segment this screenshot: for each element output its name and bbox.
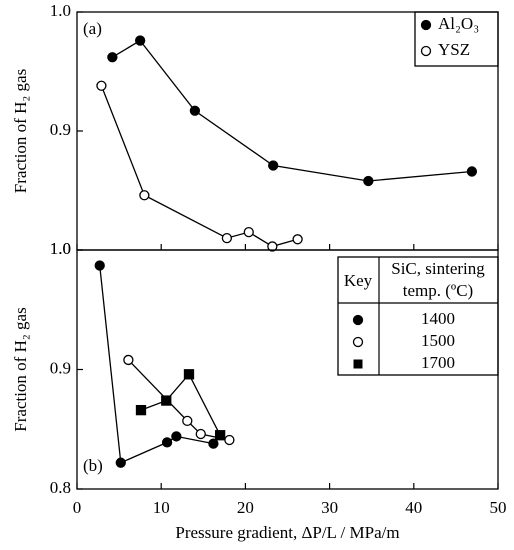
marker	[268, 160, 279, 171]
legend-header: temp. (ºC)	[403, 281, 473, 300]
marker	[195, 428, 206, 440]
legend-label: Al₂O₃	[438, 14, 479, 33]
legend-marker	[352, 336, 364, 348]
legend-header: SiC, sintering	[391, 259, 485, 278]
y-tick-label: 0.9	[50, 358, 71, 377]
y-tick-label: 0.9	[50, 120, 71, 139]
legend-label: 1400	[421, 309, 455, 328]
marker	[267, 241, 278, 252]
y-axis-title: Fraction of H₂ gas	[11, 69, 30, 193]
legend-key: Key	[344, 271, 373, 290]
marker	[96, 80, 107, 91]
legend-marker	[420, 19, 432, 31]
marker	[139, 190, 150, 201]
panel-label: (a)	[83, 19, 102, 38]
x-tick-label: 50	[490, 498, 507, 517]
x-tick-label: 20	[237, 498, 254, 517]
marker	[189, 105, 201, 116]
legend-label: 1700	[421, 353, 455, 372]
y-tick-label: 1.0	[50, 1, 71, 20]
marker	[224, 434, 235, 446]
marker	[208, 438, 219, 449]
x-tick-label: 40	[405, 498, 422, 517]
y-axis-title: Fraction of H₂ gas	[11, 307, 30, 431]
legend-marker	[420, 45, 432, 57]
series-line	[127, 359, 230, 441]
x-axis-title: Pressure gradient, ΔP/L / MPa/m	[175, 523, 399, 542]
legend-label: YSZ	[438, 40, 470, 59]
marker	[135, 404, 147, 416]
marker	[214, 430, 226, 441]
y-tick-label: 1.0	[50, 239, 71, 258]
y-tick-label: 0.8	[50, 478, 71, 497]
marker	[123, 354, 134, 366]
marker	[161, 437, 173, 448]
legend-box	[414, 11, 499, 67]
legend-marker	[353, 359, 363, 369]
marker	[182, 415, 193, 427]
marker	[134, 35, 146, 46]
marker	[243, 226, 254, 238]
marker	[171, 431, 182, 442]
marker	[94, 260, 105, 271]
x-tick-label: 30	[321, 498, 338, 517]
legend-label: 1500	[421, 331, 455, 350]
marker	[161, 395, 172, 406]
plot-frame	[76, 11, 499, 251]
marker	[115, 457, 126, 468]
x-tick-label: 0	[73, 498, 82, 517]
marker	[183, 369, 195, 380]
x-tick-label: 10	[153, 498, 170, 517]
legend-marker	[352, 314, 364, 326]
marker	[466, 166, 478, 177]
marker	[363, 175, 374, 187]
marker	[221, 232, 233, 244]
marker	[292, 234, 303, 245]
legend-box	[337, 256, 499, 376]
series-line	[140, 373, 221, 436]
y-tick-label: 1.0	[50, 239, 71, 258]
series-line	[112, 39, 472, 182]
panel-label: (b)	[83, 456, 103, 475]
marker	[107, 52, 118, 63]
